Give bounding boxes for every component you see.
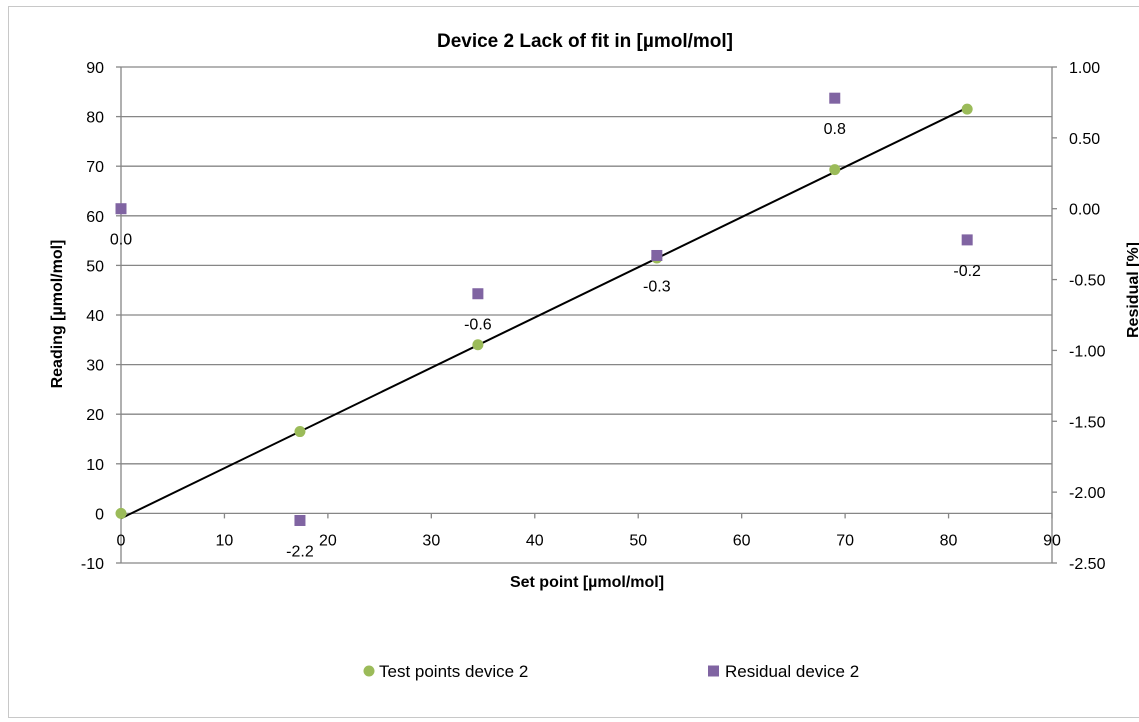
- y2-tick-label: 0.50: [1069, 131, 1100, 148]
- residual-data-label: -2.2: [286, 543, 314, 560]
- y-tick-label: 60: [86, 209, 104, 226]
- residual-point: [294, 514, 306, 526]
- y2-tick-label: 1.00: [1069, 60, 1100, 77]
- x-tick-label: 70: [836, 532, 854, 549]
- chart-title: Device 2 Lack of fit in [µmol/mol]: [437, 31, 733, 52]
- residual-data-label: -0.2: [953, 263, 981, 280]
- y2-tick-label: -2.00: [1069, 485, 1106, 502]
- x-tick-label: 0: [117, 532, 126, 549]
- axes: -10 0 10 20 30 40 50 60 70 80 90 -2.50 -2.00 -1.50 -1.…: [81, 60, 1106, 573]
- trendline: [120, 106, 968, 520]
- legend-label-residual: Residual device 2: [725, 662, 859, 681]
- y2-tick-label: -1.50: [1069, 414, 1106, 431]
- residual-point: [115, 203, 127, 215]
- legend-marker-test-points: [363, 665, 375, 677]
- x-tick-label: 20: [319, 532, 337, 549]
- y-tick-label: 50: [86, 258, 104, 275]
- residual-point: [651, 249, 663, 261]
- y-tick-label: 10: [86, 457, 104, 474]
- test-point: [829, 164, 841, 176]
- y-tick-label: -10: [81, 556, 104, 573]
- y-tick-label: 0: [95, 506, 104, 523]
- x-tick-label: 10: [216, 532, 234, 549]
- gridlines: [121, 66, 1052, 515]
- y-tick-label: 40: [86, 308, 104, 325]
- residual-point: [472, 288, 484, 300]
- y2-tick-label: -2.50: [1069, 556, 1106, 573]
- trendline-segment: [120, 106, 968, 520]
- test-point: [472, 339, 484, 351]
- y2-axis-label: Residual [%]: [1125, 242, 1139, 338]
- x-tick-label: 80: [940, 532, 958, 549]
- chart-frame: [8, 6, 1139, 718]
- y2-tick-label: -0.50: [1069, 273, 1106, 290]
- y2-tick-label: -1.00: [1069, 343, 1106, 360]
- residual-data-label: -0.3: [643, 278, 671, 295]
- residual-point: [829, 92, 841, 104]
- y-axis-label: Reading [µmol/mol]: [49, 240, 66, 389]
- y-tick-label: 20: [86, 407, 104, 424]
- x-tick-label: 40: [526, 532, 544, 549]
- x-axis-label: Set point [µmol/mol]: [510, 574, 664, 591]
- x-tick-label: 50: [629, 532, 647, 549]
- legend-marker-residual: [708, 665, 719, 677]
- test-point: [961, 103, 973, 115]
- residual-point: [961, 234, 973, 246]
- y-tick-label: 30: [86, 358, 104, 375]
- residual-data-label: 0.0: [110, 232, 132, 249]
- y-tick-label: 90: [86, 60, 104, 77]
- x-tick-label: 90: [1043, 532, 1061, 549]
- test-point: [115, 507, 127, 519]
- x-tick-label: 30: [422, 532, 440, 549]
- data-marks: 0.0 -2.2 -0.6 -0.3 0.8 -0.2: [110, 92, 981, 560]
- x-tick-label: 60: [733, 532, 751, 549]
- y2-tick-label: 0.00: [1069, 202, 1100, 219]
- y-tick-label: 70: [86, 159, 104, 176]
- legend: Test points device 2 Residual device 2: [363, 662, 859, 681]
- residual-data-label: 0.8: [824, 121, 846, 138]
- residual-data-label: -0.6: [464, 317, 492, 334]
- y-tick-label: 80: [86, 110, 104, 127]
- legend-label-test-points: Test points device 2: [379, 662, 528, 681]
- test-point: [294, 426, 306, 438]
